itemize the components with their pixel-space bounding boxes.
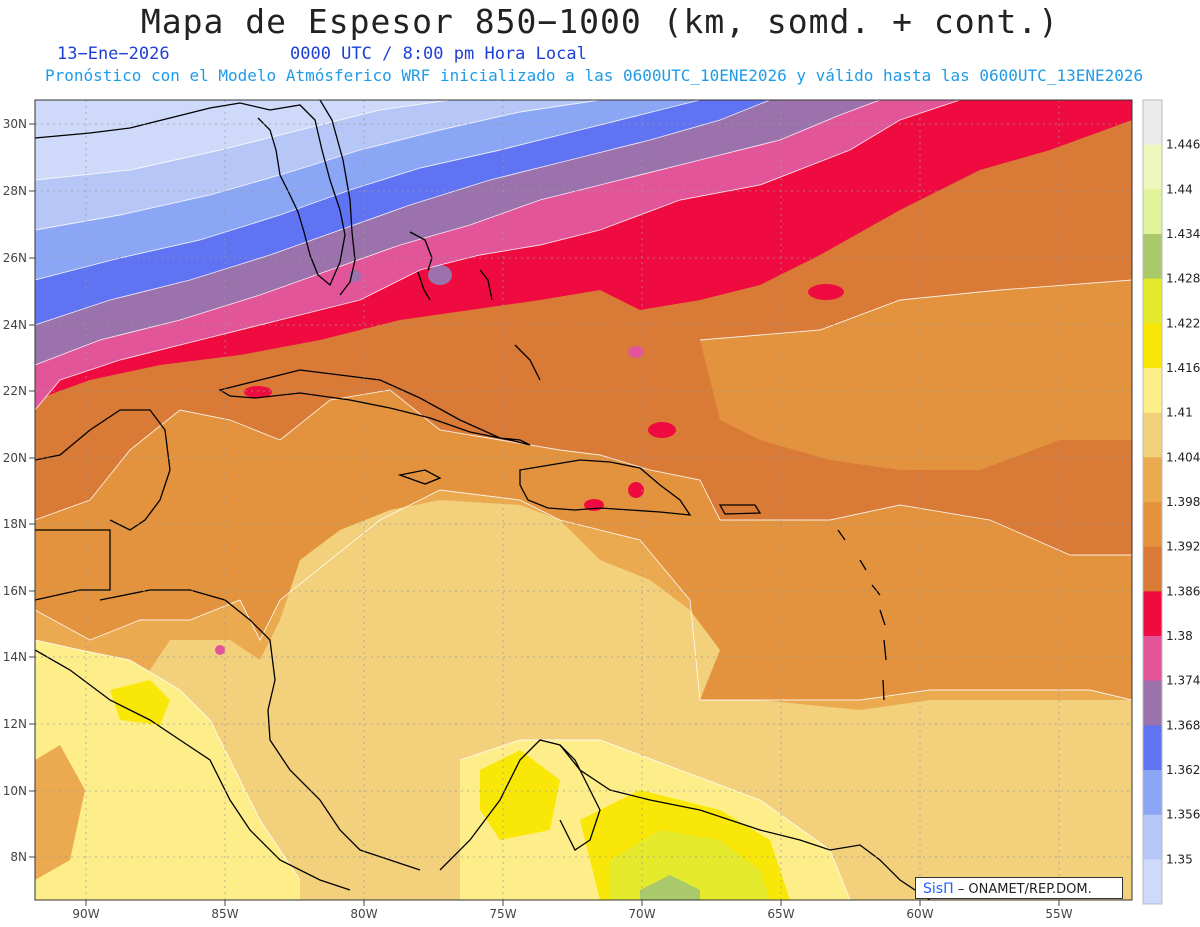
colorbar-swatch: [1143, 502, 1162, 548]
lat-label: 14N: [3, 650, 27, 664]
colorbar-swatch: [1143, 189, 1162, 235]
fill-1392-east: [700, 280, 1132, 470]
credit-org: – ONAMET/REP.DOM.: [957, 882, 1092, 897]
lon-label: 90W: [72, 907, 99, 921]
colorbar-label: 1.356: [1166, 808, 1200, 822]
fill-1422: [610, 830, 770, 900]
colorbar-swatch: [1143, 100, 1162, 146]
fill-1410: [35, 640, 300, 900]
fill-1362: [35, 100, 770, 325]
colorbar-label: 1.398: [1166, 495, 1200, 509]
colorbar-swatch: [1143, 546, 1162, 592]
fill-1404-west: [35, 745, 85, 880]
lat-label: 30N: [3, 117, 27, 131]
lat-label: 16N: [3, 584, 27, 598]
forecast-date: 13−Ene−2026: [57, 44, 170, 64]
colorbar-swatch: [1143, 412, 1162, 458]
valid-time: 0000 UTC / 8:00 pm Hora Local: [290, 44, 587, 64]
longitude-axis: 90W 85W 80W 75W 70W 65W 60W 55W: [72, 907, 1072, 921]
colorbar-swatch: [1143, 234, 1162, 280]
fill-1350: [35, 100, 600, 230]
lon-label: 80W: [350, 907, 377, 921]
colorbar: 1.446 1.44 1.434 1.428 1.422 1.416 1.41 1.404 1.…: [1142, 99, 1200, 905]
fill-below-1350: [35, 100, 450, 180]
fill-1380: [35, 100, 1132, 410]
colorbar-label: 1.41: [1166, 406, 1193, 420]
colorbar-label: 1.374: [1166, 674, 1200, 688]
lat-label: 8N: [10, 850, 27, 864]
lat-label: 20N: [3, 451, 27, 465]
colorbar-swatch: [1143, 591, 1162, 637]
lon-label: 70W: [628, 907, 655, 921]
fill-1404: [35, 500, 1132, 900]
colorbar-swatch: [1143, 368, 1162, 414]
plot-frame: [34, 99, 1133, 901]
lat-label: 26N: [3, 251, 27, 265]
colorbar-label: 1.446: [1166, 138, 1200, 152]
fill-1416: [110, 680, 170, 725]
colorbar-swatch: [1143, 144, 1162, 190]
longitude-ticks: [85, 900, 1060, 906]
colorbar-label: 1.368: [1166, 718, 1200, 732]
colorbar-swatch: [1143, 680, 1162, 726]
colorbar-swatch: [1143, 323, 1162, 369]
colorbar-label: 1.404: [1166, 450, 1200, 464]
fill-blobs: [215, 126, 1024, 655]
colorbar-label: 1.428: [1166, 272, 1200, 286]
colorbar-label: 1.434: [1166, 227, 1200, 241]
colorbar-frame: [1142, 99, 1163, 905]
colorbar-label: 1.38: [1166, 629, 1193, 643]
thickness-fill-layer: [35, 100, 1132, 900]
colorbar-swatch: [1143, 859, 1162, 905]
lat-label: 28N: [3, 184, 27, 198]
lon-label: 65W: [767, 907, 794, 921]
latitude-axis: 30N 28N 26N 24N 22N 20N 18N 16N 14N 12N …: [3, 117, 27, 864]
colorbar-label: 1.392: [1166, 540, 1200, 554]
lat-label: 10N: [3, 784, 27, 798]
fill-1428: [640, 875, 700, 900]
coastlines: [35, 100, 931, 900]
colorbar-swatch: [1143, 814, 1162, 860]
fill-1356: [35, 100, 700, 280]
map-title: Mapa de Espesor 850−1000 (km, somd. + co…: [140, 2, 1060, 41]
lat-label: 12N: [3, 717, 27, 731]
colorbar-swatch: [1143, 278, 1162, 324]
latitude-ticks: [29, 123, 35, 858]
fill-1368: [35, 100, 880, 365]
lon-label: 55W: [1045, 907, 1072, 921]
credit-box: SisΠ – ONAMET/REP.DOM.: [915, 877, 1123, 899]
colorbar-label: 1.416: [1166, 361, 1200, 375]
contour-lines: [35, 100, 1132, 900]
forecast-note: Pronóstico con el Modelo Atmósferico WRF…: [45, 66, 1144, 85]
lat-label: 18N: [3, 517, 27, 531]
colorbar-swatch: [1143, 636, 1162, 682]
lon-label: 75W: [489, 907, 516, 921]
sispi-logo: SisΠ: [923, 881, 954, 897]
grid: [35, 100, 1132, 900]
colorbar-swatch: [1143, 725, 1162, 771]
colorbar-label: 1.362: [1166, 763, 1200, 777]
lon-label: 60W: [906, 907, 933, 921]
lon-label: 85W: [211, 907, 238, 921]
colorbar-swatch: [1143, 770, 1162, 816]
colorbar-label: 1.422: [1166, 316, 1200, 330]
colorbar-label: 1.35: [1166, 852, 1193, 866]
lat-label: 22N: [3, 384, 27, 398]
lat-label: 24N: [3, 318, 27, 332]
colorbar-label: 1.386: [1166, 584, 1200, 598]
fill-1374: [35, 100, 960, 410]
colorbar-swatch: [1143, 457, 1162, 503]
colorbar-label: 1.44: [1166, 182, 1193, 196]
